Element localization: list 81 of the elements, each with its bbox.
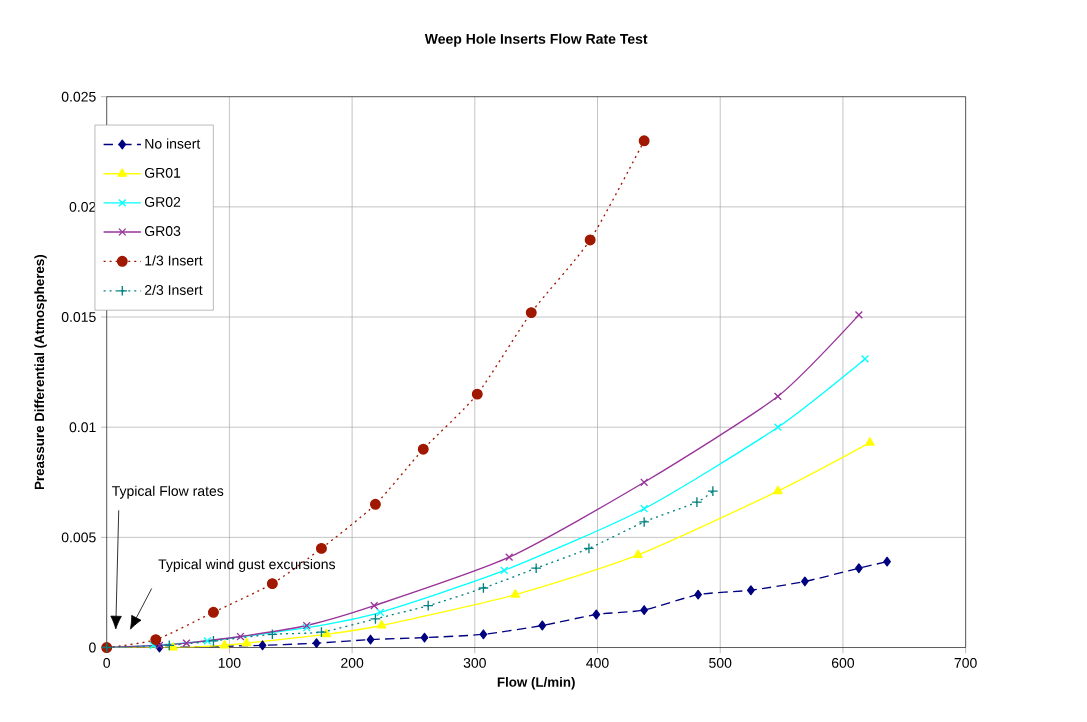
- x-tick-label: 700: [954, 657, 977, 668]
- point: [420, 632, 429, 643]
- point: [236, 632, 245, 641]
- annotation: Typical Flow rates: [112, 485, 224, 499]
- point: [471, 388, 483, 400]
- x-tick-label: 200: [341, 657, 364, 668]
- y-tick-label: 0.01: [69, 422, 96, 433]
- point: [640, 478, 649, 487]
- point: [638, 516, 650, 528]
- point: [525, 307, 537, 318]
- point: [203, 636, 212, 645]
- point: [315, 626, 327, 638]
- point: [366, 634, 375, 645]
- point: [583, 542, 595, 554]
- point: [182, 638, 191, 648]
- x-tick-label: 100: [218, 657, 241, 668]
- point: [747, 585, 755, 596]
- point: [694, 589, 702, 600]
- y-tick-label: 0.005: [61, 532, 96, 543]
- legend-label: 1/3 Insert: [145, 255, 203, 266]
- point: [500, 566, 509, 575]
- point: [369, 498, 381, 510]
- y-tick-label: 0.025: [61, 91, 96, 102]
- point: [207, 606, 219, 618]
- point: [315, 542, 327, 554]
- point: [477, 582, 489, 594]
- point: [479, 629, 488, 640]
- legend-label: No insert: [145, 138, 201, 149]
- point: [638, 135, 650, 147]
- y-tick-label: 0: [89, 642, 96, 653]
- point: [773, 392, 782, 401]
- point: [369, 613, 381, 625]
- point: [266, 578, 278, 589]
- point: [510, 589, 521, 598]
- x-axis-title: Flow (L/min): [497, 676, 575, 690]
- y-tick-label: 0.02: [69, 201, 96, 212]
- point: [505, 553, 514, 562]
- point: [417, 443, 429, 455]
- point: [592, 609, 601, 620]
- point: [422, 600, 434, 612]
- point: [640, 504, 649, 513]
- point: [584, 234, 596, 246]
- point: [854, 310, 863, 319]
- point: [258, 640, 267, 651]
- point: [219, 639, 230, 649]
- legend-label: 2/3 Insert: [145, 284, 203, 295]
- legend-label: GR03: [145, 226, 181, 236]
- point: [633, 549, 643, 558]
- x-tick-label: 0: [103, 657, 111, 668]
- legend-label: GR01: [145, 167, 181, 178]
- point: [370, 601, 379, 610]
- point: [865, 437, 875, 446]
- point: [640, 605, 649, 615]
- point: [538, 620, 547, 631]
- point: [241, 637, 252, 647]
- point: [691, 496, 703, 508]
- point: [266, 628, 278, 640]
- y-tick-label: 0.015: [61, 311, 96, 322]
- point: [207, 635, 219, 647]
- point: [312, 638, 321, 648]
- point: [376, 608, 385, 617]
- point: [773, 485, 783, 495]
- x-tick-label: 300: [463, 657, 486, 668]
- point: [163, 639, 175, 651]
- x-tick-label: 500: [709, 657, 732, 668]
- y-axis-title: Preassure Differential (Atmospheres): [34, 254, 47, 489]
- x-tick-label: 600: [831, 657, 855, 668]
- legend-label: GR02: [145, 196, 181, 207]
- point: [773, 423, 782, 432]
- point: [150, 634, 162, 645]
- x-tick-label: 400: [586, 657, 609, 668]
- point: [801, 576, 809, 587]
- point: [149, 641, 158, 650]
- point: [707, 485, 719, 497]
- point: [530, 562, 542, 574]
- point: [883, 556, 891, 567]
- annotation: Typical wind gust excursions: [158, 558, 336, 572]
- chart-title: Weep Hole Inserts Flow Rate Test: [424, 33, 648, 47]
- point: [855, 563, 863, 574]
- point: [860, 354, 870, 363]
- point: [376, 619, 387, 629]
